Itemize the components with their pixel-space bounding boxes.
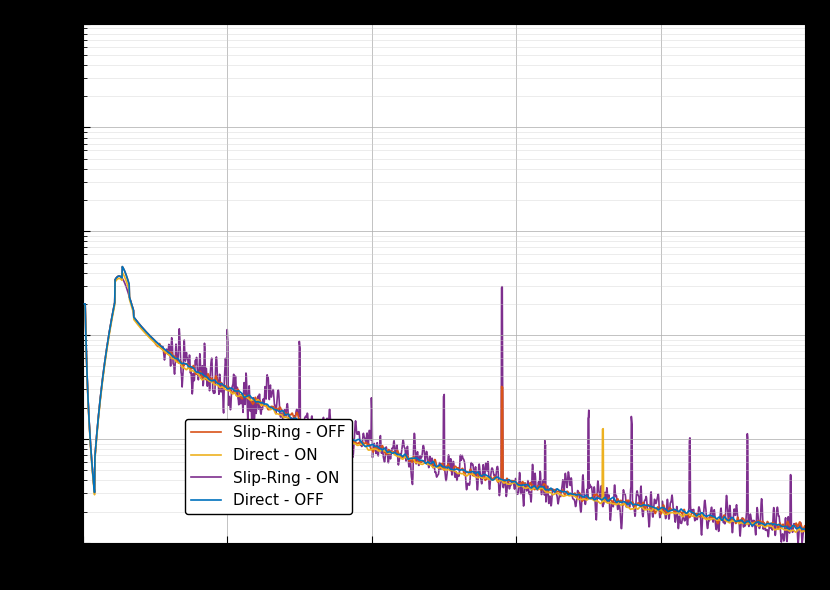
Line: Slip-Ring - OFF: Slip-Ring - OFF — [85, 267, 805, 530]
Slip-Ring - OFF — [779, 522, 789, 529]
Slip-Ring - ON — [114, 273, 124, 280]
Direct - ON — [116, 276, 126, 283]
Line: Slip-Ring - ON: Slip-Ring - ON — [85, 276, 805, 543]
Slip-Ring - OFF — [116, 274, 126, 281]
Direct - ON — [411, 459, 421, 466]
Direct - ON — [430, 463, 440, 470]
Slip-Ring - OFF — [430, 456, 440, 463]
Slip-Ring - ON — [779, 536, 789, 543]
Direct - OFF — [800, 525, 810, 532]
Direct - OFF — [117, 263, 127, 270]
Slip-Ring - ON — [793, 539, 803, 546]
Slip-Ring - ON — [779, 531, 789, 538]
Slip-Ring - OFF — [798, 527, 808, 534]
Slip-Ring - ON — [411, 460, 421, 467]
Direct - ON — [647, 507, 657, 514]
Slip-Ring - ON — [800, 526, 810, 533]
Slip-Ring - OFF — [779, 523, 789, 530]
Direct - ON — [791, 529, 801, 536]
Direct - OFF — [779, 523, 789, 530]
Slip-Ring - OFF — [80, 300, 90, 307]
Direct - OFF — [647, 503, 657, 510]
Direct - OFF — [798, 526, 808, 533]
Direct - OFF — [116, 274, 126, 281]
Slip-Ring - ON — [80, 300, 90, 307]
Direct - OFF — [430, 462, 440, 469]
Slip-Ring - OFF — [411, 460, 421, 467]
Slip-Ring - ON — [116, 274, 126, 281]
Direct - ON — [800, 528, 810, 535]
Direct - OFF — [80, 300, 90, 307]
Slip-Ring - OFF — [800, 522, 810, 529]
Slip-Ring - ON — [430, 469, 440, 476]
Slip-Ring - OFF — [117, 263, 127, 270]
Slip-Ring - ON — [647, 510, 657, 517]
Direct - ON — [779, 526, 789, 533]
Line: Direct - ON: Direct - ON — [85, 273, 805, 532]
Line: Direct - OFF: Direct - OFF — [85, 267, 805, 529]
Direct - ON — [80, 303, 90, 310]
Slip-Ring - OFF — [647, 503, 657, 510]
Direct - OFF — [411, 454, 421, 461]
Legend: Slip-Ring - OFF, Direct - ON, Slip-Ring - ON, Direct - OFF: Slip-Ring - OFF, Direct - ON, Slip-Ring … — [184, 419, 352, 514]
Direct - OFF — [779, 523, 789, 530]
Direct - ON — [779, 526, 789, 533]
Direct - ON — [117, 269, 127, 276]
